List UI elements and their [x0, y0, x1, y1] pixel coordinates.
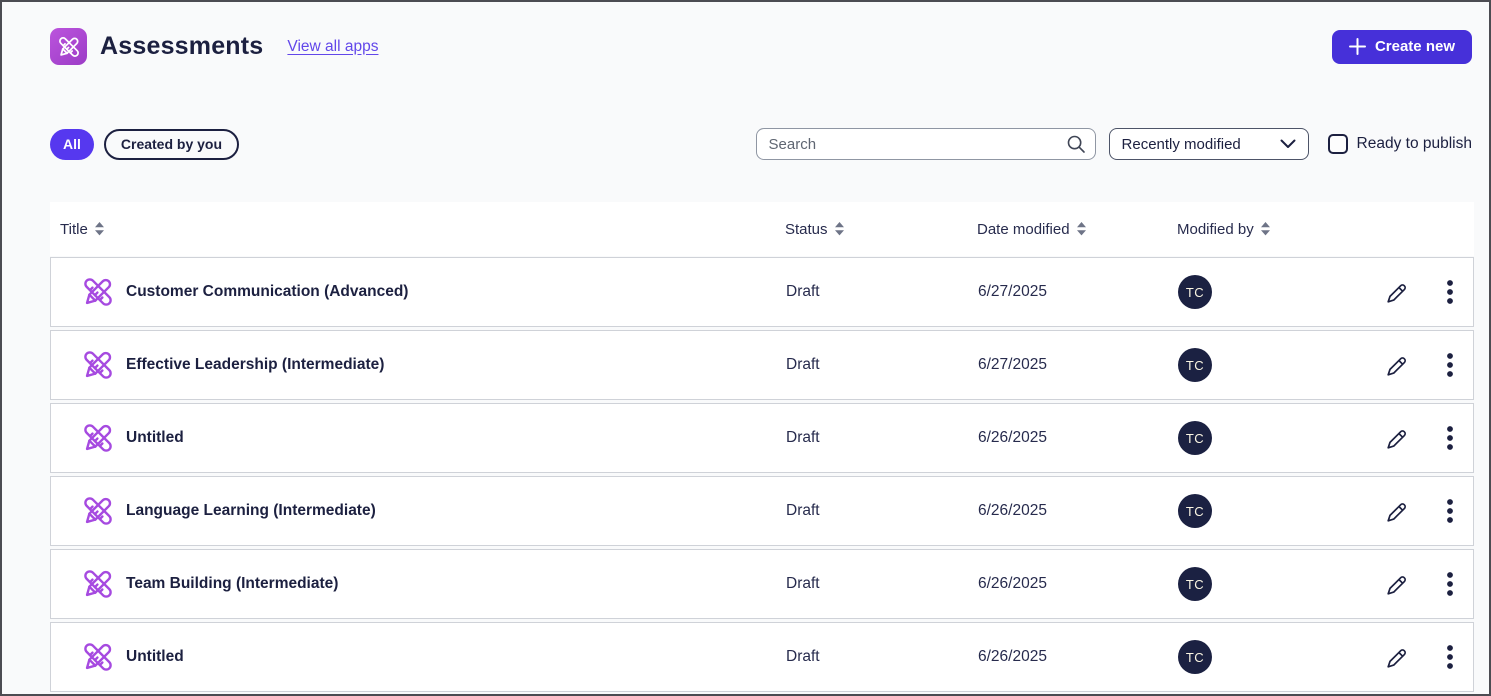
edit-button[interactable] [1380, 568, 1413, 601]
status-value: Draft [786, 429, 820, 446]
kebab-menu-button[interactable] [1443, 495, 1457, 527]
table-row[interactable]: Language Learning (Intermediate) Draft 6… [50, 476, 1474, 546]
assessment-title: Language Learning (Intermediate) [126, 502, 376, 519]
create-new-label: Create new [1374, 38, 1455, 55]
status-value: Draft [786, 575, 820, 592]
assessment-title: Customer Communication (Advanced) [126, 283, 409, 300]
table-row[interactable]: Effective Leadership (Intermediate) Draf… [50, 330, 1474, 400]
edit-button[interactable] [1380, 276, 1413, 309]
table-row[interactable]: Customer Communication (Advanced) Draft … [50, 257, 1474, 327]
sort-icon[interactable] [94, 222, 104, 236]
kebab-menu-button[interactable] [1443, 276, 1457, 308]
ready-to-publish-filter: Ready to publish [1327, 134, 1472, 154]
avatar: TC [1178, 567, 1212, 601]
date-modified-value: 6/27/2025 [978, 356, 1047, 373]
filter-chip-all[interactable]: All [50, 128, 94, 160]
assessment-icon [82, 495, 114, 527]
assessment-icon [82, 349, 114, 381]
plus-icon [1348, 38, 1366, 55]
edit-button[interactable] [1380, 349, 1413, 382]
search-box [755, 128, 1096, 160]
filter-bar: All Created by you Recently modified Rea… [50, 128, 1472, 160]
sort-dropdown-value: Recently modified [1121, 135, 1241, 153]
create-new-button[interactable]: Create new [1331, 29, 1472, 64]
status-value: Draft [786, 283, 820, 300]
edit-button[interactable] [1380, 495, 1413, 528]
date-modified-value: 6/26/2025 [978, 575, 1047, 592]
status-value: Draft [786, 356, 820, 373]
search-icon[interactable] [1066, 134, 1086, 154]
ready-to-publish-checkbox[interactable] [1327, 134, 1348, 154]
date-modified-value: 6/27/2025 [978, 283, 1047, 300]
date-modified-value: 6/26/2025 [978, 648, 1047, 665]
assessment-icon [82, 568, 114, 600]
assessment-icon [82, 276, 114, 308]
sort-icon[interactable] [1260, 222, 1270, 236]
column-header-status: Status [785, 220, 828, 238]
page-header: Assessments View all apps Create new [2, 2, 1489, 65]
assessment-title: Untitled [126, 429, 184, 446]
assessments-app-icon [50, 28, 87, 65]
status-value: Draft [786, 648, 820, 665]
table-row[interactable]: Untitled Draft 6/26/2025 TC [50, 403, 1474, 473]
column-header-date-modified: Date modified [977, 220, 1070, 238]
assessment-icon [82, 641, 114, 673]
chevron-down-icon [1280, 139, 1296, 148]
avatar: TC [1178, 275, 1212, 309]
assessment-title: Untitled [126, 648, 184, 665]
ready-to-publish-label: Ready to publish [1356, 135, 1472, 152]
sort-dropdown[interactable]: Recently modified [1108, 128, 1309, 160]
kebab-menu-button[interactable] [1443, 349, 1457, 381]
avatar: TC [1178, 348, 1212, 382]
edit-button[interactable] [1380, 641, 1413, 674]
sort-icon[interactable] [1076, 222, 1086, 236]
avatar: TC [1178, 494, 1212, 528]
search-input[interactable] [755, 128, 1096, 160]
column-header-modified-by: Modified by [1177, 220, 1254, 238]
date-modified-value: 6/26/2025 [978, 429, 1047, 446]
table-row[interactable]: Untitled Draft 6/26/2025 TC [50, 622, 1474, 692]
assessments-table: Title Status Date modified Modified by C… [50, 202, 1474, 692]
table-row[interactable]: Team Building (Intermediate) Draft 6/26/… [50, 549, 1474, 619]
table-header-row: Title Status Date modified Modified by [50, 202, 1474, 256]
view-all-apps-link[interactable]: View all apps [287, 37, 379, 55]
kebab-menu-button[interactable] [1443, 568, 1457, 600]
date-modified-value: 6/26/2025 [978, 502, 1047, 519]
assessment-icon [82, 422, 114, 454]
filter-chip-created-by-you[interactable]: Created by you [103, 128, 240, 160]
edit-button[interactable] [1380, 422, 1413, 455]
status-value: Draft [786, 502, 820, 519]
page-title: Assessments [100, 32, 264, 60]
avatar: TC [1178, 640, 1212, 674]
sort-icon[interactable] [834, 222, 844, 236]
kebab-menu-button[interactable] [1443, 422, 1457, 454]
avatar: TC [1178, 421, 1212, 455]
column-header-title: Title [60, 220, 88, 238]
assessment-title: Team Building (Intermediate) [126, 575, 339, 592]
assessment-title: Effective Leadership (Intermediate) [126, 356, 385, 373]
kebab-menu-button[interactable] [1443, 641, 1457, 673]
